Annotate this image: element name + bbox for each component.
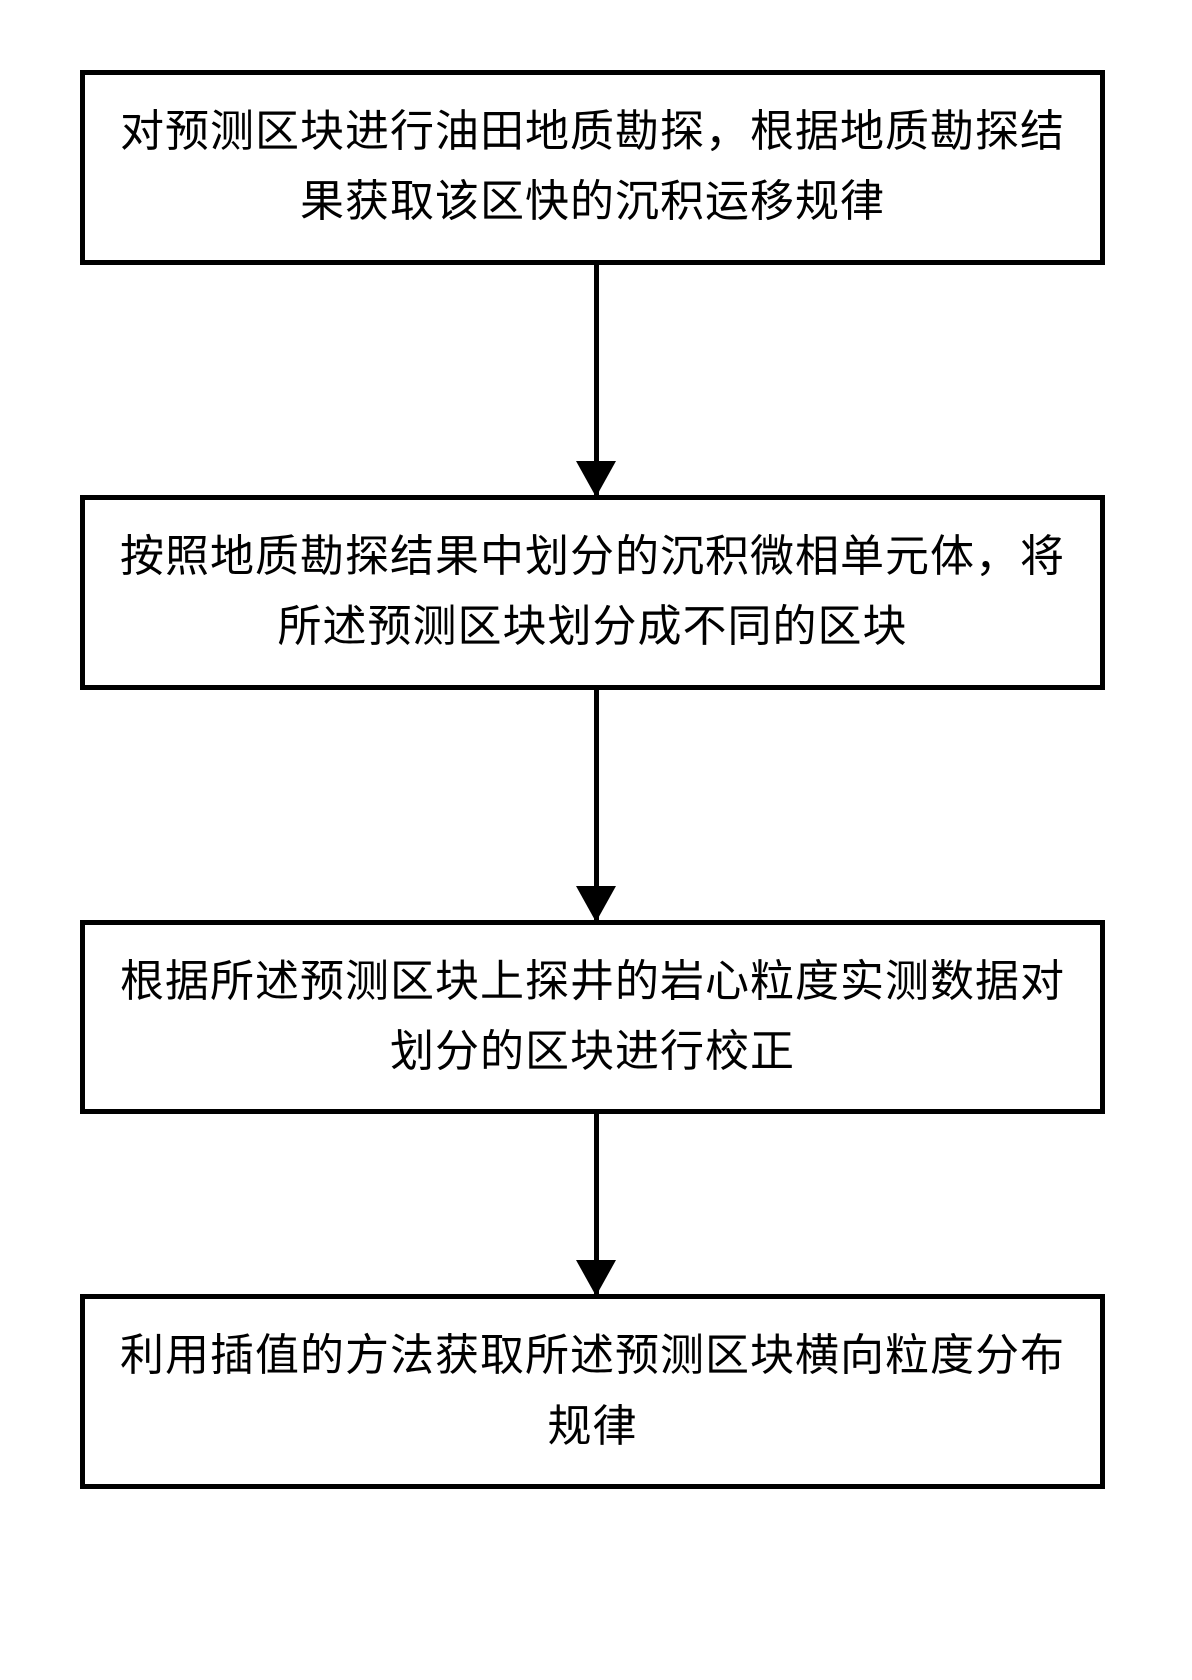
flow-step-1: 对预测区块进行油田地质勘探，根据地质勘探结果获取该区快的沉积运移规律	[80, 70, 1105, 265]
flow-step-2-text: 按照地质勘探结果中划分的沉积微相单元体，将所述预测区块划分成不同的区块	[115, 522, 1070, 663]
flow-step-2: 按照地质勘探结果中划分的沉积微相单元体，将所述预测区块划分成不同的区块	[80, 495, 1105, 690]
flow-step-3-text: 根据所述预测区块上探井的岩心粒度实测数据对划分的区块进行校正	[115, 947, 1070, 1088]
arrow-head-icon	[576, 886, 616, 922]
flow-arrow-2	[80, 690, 1112, 920]
arrow-head-icon	[576, 1260, 616, 1296]
flow-step-1-text: 对预测区块进行油田地质勘探，根据地质勘探结果获取该区快的沉积运移规律	[115, 97, 1070, 238]
flow-arrow-1	[80, 265, 1112, 495]
flow-step-4: 利用插值的方法获取所述预测区块横向粒度分布规律	[80, 1294, 1105, 1489]
flow-arrow-3	[80, 1114, 1112, 1294]
flow-step-3: 根据所述预测区块上探井的岩心粒度实测数据对划分的区块进行校正	[80, 920, 1105, 1115]
arrow-head-icon	[576, 461, 616, 497]
flowchart-container: 对预测区块进行油田地质勘探，根据地质勘探结果获取该区快的沉积运移规律 按照地质勘…	[80, 70, 1112, 1489]
flow-step-4-text: 利用插值的方法获取所述预测区块横向粒度分布规律	[115, 1321, 1070, 1462]
